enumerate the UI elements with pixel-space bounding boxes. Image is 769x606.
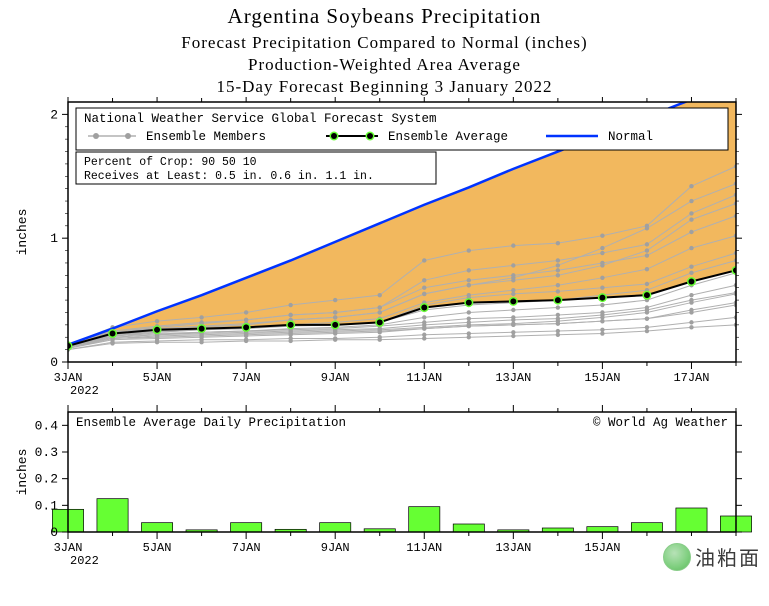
svg-text:0: 0 [50,355,58,370]
daily-bar-1 [97,499,128,532]
svg-text:0: 0 [50,525,58,540]
svg-text:2022: 2022 [70,554,99,568]
chart-title-3: Production-Weighted Area Average [0,55,769,75]
svg-text:0.4: 0.4 [35,418,59,433]
svg-text:11JAN: 11JAN [406,371,442,385]
svg-text:inches: inches [15,449,30,496]
svg-text:3JAN: 3JAN [54,371,83,385]
chart-title-4: 15-Day Forecast Beginning 3 January 2022 [0,77,769,97]
daily-bar-12 [587,527,618,532]
watermark-text: 油粕面 [693,542,763,571]
daily-bar-9 [453,524,484,532]
svg-text:5JAN: 5JAN [143,541,172,555]
svg-text:13JAN: 13JAN [495,541,531,555]
svg-text:15JAN: 15JAN [584,541,620,555]
svg-text:3JAN: 3JAN [54,541,83,555]
precip-chart: 0 1 2 inches 3JAN 5JAN 7JAN 9JAN 11JAN 13JAN 15JAN… [0,97,769,577]
svg-text:2: 2 [50,107,58,122]
bottom-title-right: © World Ag Weather [593,416,728,430]
svg-text:17JAN: 17JAN [673,371,709,385]
svg-text:Ensemble Members: Ensemble Members [146,130,266,144]
daily-bar-2 [141,523,172,532]
svg-text:National Weather Service Globa: National Weather Service Global Forecast… [84,112,437,126]
chart-title-2: Forecast Precipitation Compared to Norma… [0,33,769,53]
legend: National Weather Service Global Forecast… [76,108,728,150]
svg-text:13JAN: 13JAN [495,371,531,385]
svg-text:2022: 2022 [70,384,99,398]
svg-text:9JAN: 9JAN [321,371,350,385]
daily-bar-8 [409,507,440,532]
svg-text:0.2: 0.2 [35,472,58,487]
svg-text:Receives at Least: 0.5 in. 0.: Receives at Least: 0.5 in. 0.6 in. 1.1 i… [84,170,374,183]
svg-text:5JAN: 5JAN [143,371,172,385]
svg-text:inches: inches [15,209,30,256]
watermark-avatar-icon [663,543,691,571]
svg-text:Ensemble Average: Ensemble Average [388,130,508,144]
svg-text:Normal: Normal [608,130,653,144]
svg-text:7JAN: 7JAN [232,541,261,555]
svg-text:7JAN: 7JAN [232,371,261,385]
bottom-chart-frame [68,412,736,532]
daily-bar-4 [231,523,262,532]
svg-text:11JAN: 11JAN [406,541,442,555]
daily-bar-6 [320,523,351,532]
svg-text:15JAN: 15JAN [584,371,620,385]
chart-title-1: Argentina Soybeans Precipitation [0,4,769,29]
daily-bar-13 [631,523,662,532]
bottom-title-left: Ensemble Average Daily Precipitation [76,416,346,430]
daily-bar-14 [676,508,707,532]
svg-text:0.3: 0.3 [35,445,58,460]
svg-text:9JAN: 9JAN [321,541,350,555]
svg-text:Percent of Crop: 90 5: Percent of Crop: 90 50 10 [84,156,257,169]
svg-text:0.1: 0.1 [35,498,59,513]
svg-text:1: 1 [50,231,58,246]
